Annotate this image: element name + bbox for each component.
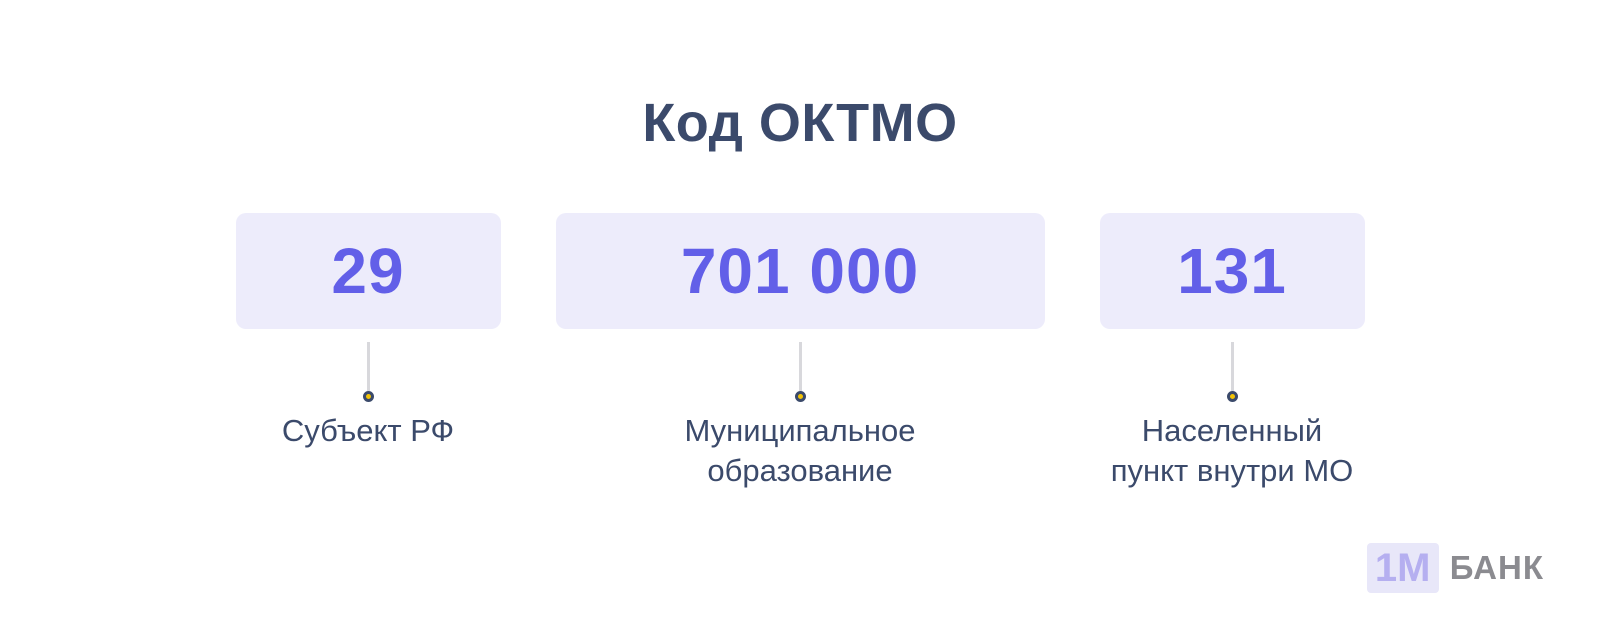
- segment-value-box: 701 000: [555, 213, 1045, 329]
- segment-value-box: 29: [235, 213, 501, 329]
- connector-dot: [794, 391, 806, 402]
- segment-label: Населенный пункт внутри МО: [1110, 413, 1354, 488]
- connector-dot: [1226, 391, 1238, 402]
- segment-label: Субъект РФ: [281, 413, 455, 448]
- brand-logo: 1М БАНК: [1366, 543, 1544, 593]
- connector-line: [366, 342, 370, 391]
- connector-line: [1230, 342, 1234, 391]
- segments-row: 29 Субъект РФ 701 000 Муниципальное обра…: [0, 213, 1600, 491]
- brand-logo-badge: 1М: [1366, 543, 1439, 593]
- segment-municipality: 701 000 Муниципальное образование: [555, 213, 1045, 491]
- segment-label: Муниципальное образование: [684, 413, 916, 488]
- brand-logo-name: БАНК: [1449, 549, 1544, 586]
- page-title: Код ОКТМО: [642, 93, 958, 153]
- connector-line: [798, 342, 802, 391]
- segment-value-box: 131: [1099, 213, 1365, 329]
- connector-dot: [362, 391, 374, 402]
- segment-subject-rf: 29 Субъект РФ: [235, 213, 501, 491]
- segment-settlement: 131 Населенный пункт внутри МО: [1099, 213, 1365, 491]
